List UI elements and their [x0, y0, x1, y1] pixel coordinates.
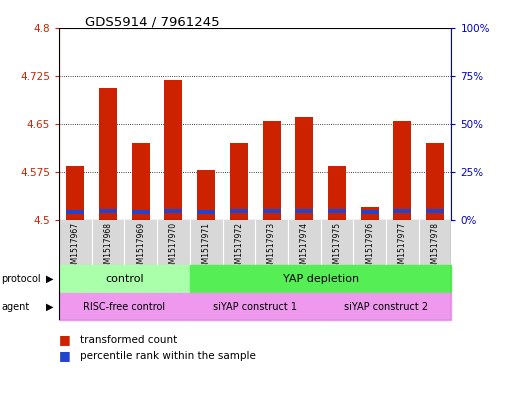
Text: GSM1517968: GSM1517968: [104, 222, 112, 274]
Text: percentile rank within the sample: percentile rank within the sample: [80, 351, 255, 361]
Bar: [263, 121, 281, 220]
Text: GSM1517974: GSM1517974: [300, 222, 309, 274]
Bar: [328, 165, 346, 220]
Text: GDS5914 / 7961245: GDS5914 / 7961245: [85, 16, 219, 29]
Text: control: control: [105, 274, 144, 284]
Bar: [165, 209, 183, 213]
Text: GSM1517972: GSM1517972: [234, 222, 243, 274]
Bar: [328, 209, 346, 213]
Text: protocol: protocol: [1, 274, 41, 284]
Bar: [190, 220, 223, 265]
Bar: [132, 211, 150, 214]
Text: GSM1517977: GSM1517977: [398, 222, 407, 274]
Text: GSM1517976: GSM1517976: [365, 222, 374, 274]
Bar: [59, 293, 190, 320]
Bar: [386, 220, 419, 265]
Bar: [393, 121, 411, 220]
Text: YAP depletion: YAP depletion: [283, 274, 359, 284]
Bar: [353, 220, 386, 265]
Text: GSM1517978: GSM1517978: [430, 222, 440, 274]
Text: RISC-free control: RISC-free control: [83, 301, 166, 312]
Bar: [190, 265, 451, 293]
Text: GSM1517973: GSM1517973: [267, 222, 276, 274]
Text: ■: ■: [59, 349, 71, 362]
Text: siYAP construct 2: siYAP construct 2: [344, 301, 428, 312]
Text: siYAP construct 1: siYAP construct 1: [213, 301, 297, 312]
Bar: [66, 165, 84, 220]
Bar: [361, 207, 379, 220]
Bar: [426, 143, 444, 220]
Bar: [295, 209, 313, 213]
Bar: [66, 211, 84, 214]
Bar: [197, 211, 215, 214]
Text: ▶: ▶: [46, 301, 54, 312]
Bar: [230, 209, 248, 213]
Bar: [263, 209, 281, 213]
Bar: [361, 211, 379, 214]
Bar: [197, 170, 215, 220]
Bar: [132, 143, 150, 220]
Text: GSM1517969: GSM1517969: [136, 222, 145, 274]
Bar: [255, 220, 288, 265]
Bar: [288, 220, 321, 265]
Bar: [59, 220, 92, 265]
Bar: [92, 220, 125, 265]
Bar: [157, 220, 190, 265]
Text: GSM1517971: GSM1517971: [202, 222, 211, 274]
Bar: [99, 88, 117, 220]
Text: agent: agent: [1, 301, 29, 312]
Bar: [223, 220, 255, 265]
Bar: [99, 209, 117, 213]
Text: transformed count: transformed count: [80, 335, 177, 345]
Text: GSM1517975: GSM1517975: [332, 222, 342, 274]
Bar: [419, 220, 451, 265]
Bar: [321, 220, 353, 265]
Text: ■: ■: [59, 333, 71, 347]
Bar: [295, 118, 313, 220]
Bar: [59, 265, 190, 293]
Bar: [190, 293, 321, 320]
Bar: [165, 80, 183, 220]
Text: GSM1517967: GSM1517967: [71, 222, 80, 274]
Bar: [230, 143, 248, 220]
Text: GSM1517970: GSM1517970: [169, 222, 178, 274]
Bar: [426, 209, 444, 213]
Bar: [393, 209, 411, 213]
Bar: [321, 293, 451, 320]
Bar: [124, 220, 157, 265]
Text: ▶: ▶: [46, 274, 54, 284]
